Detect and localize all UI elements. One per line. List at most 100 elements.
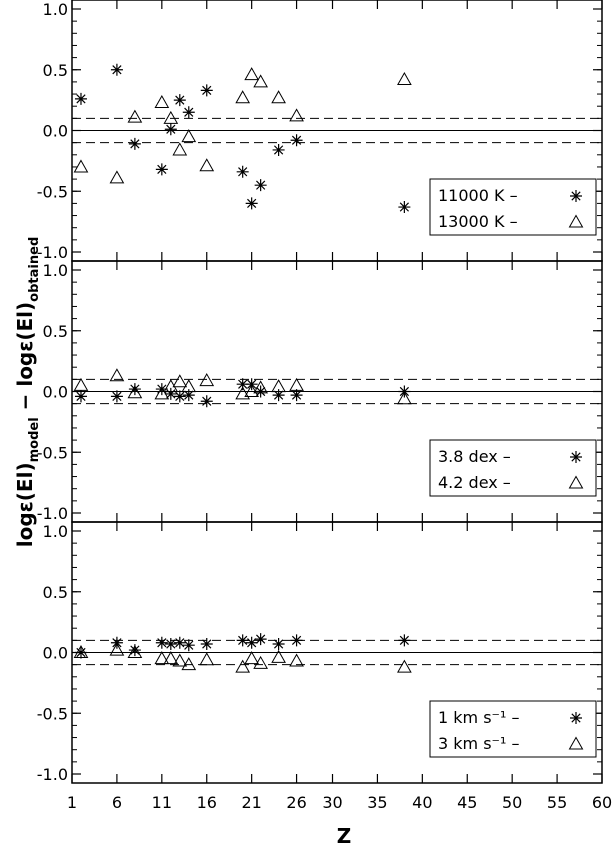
triangle-point [253,380,269,394]
legend-triangle-symbol [568,475,584,489]
x-axis-title: Z [337,824,352,848]
legend-box [429,700,597,758]
x-tick-label: 50 [502,793,522,812]
asterisk-marker [173,94,186,107]
asterisk-point [236,378,249,391]
asterisk-point [155,383,168,396]
asterisk-marker [570,190,582,202]
triangle-point [289,108,304,122]
x-tick-label: 1 [67,793,77,812]
legend-asterisk-symbol [570,712,582,724]
triangle-point [244,651,260,665]
asterisk-marker [173,636,186,649]
asterisk-point [254,179,267,192]
legend-label: 1 km s⁻¹ – [438,708,519,727]
triangle-point [127,644,143,658]
triangle-point [172,374,188,388]
triangle-point [172,142,188,156]
asterisk-marker [110,63,123,76]
asterisk-marker [290,134,303,147]
triangle-point [73,644,89,658]
asterisk-point [245,197,258,210]
x-tick-label: 35 [367,793,387,812]
y-tick-label: -1.0 [37,243,68,262]
y-tick-label: -1.0 [37,765,68,784]
asterisk-marker [155,163,168,176]
asterisk-point [254,385,267,398]
triangle-point [172,653,188,667]
asterisk-point [272,389,285,402]
triangle-point [397,71,412,85]
asterisk-point [173,636,186,649]
asterisk-marker [570,451,582,463]
asterisk-marker [245,197,258,210]
asterisk-point [155,636,168,649]
y-tick-label: -1.0 [37,504,68,523]
y-tick-label: 0.5 [43,583,68,602]
asterisk-marker [74,390,87,403]
triangle-point [271,649,286,663]
asterisk-point [110,63,123,76]
asterisk-point [74,390,87,403]
asterisk-point [398,634,411,647]
asterisk-marker [245,636,258,649]
triangle-point [163,651,179,665]
legend-label: 3.8 dex – [438,447,511,466]
y-tick-label: -0.5 [37,704,68,723]
legend-asterisk-symbol [570,190,582,202]
asterisk-point [272,637,285,650]
asterisk-point [182,389,195,402]
y-tick-label: 0.0 [43,383,68,402]
asterisk-point [254,633,267,646]
x-tick-label: 6 [112,793,122,812]
triangle-point [154,651,170,665]
triangle-point [109,170,125,184]
asterisk-marker [570,712,582,724]
asterisk-marker [236,378,249,391]
triangle-point [244,67,260,81]
asterisk-marker [128,644,141,657]
triangle-point [109,642,125,656]
triangle-point [127,109,143,123]
triangle-point [154,386,170,400]
y-axis-title-sub1: model [27,417,42,462]
y-tick-label: -0.5 [37,443,68,462]
asterisk-marker [236,634,249,647]
y-axis-title-part2: − logε(El) [13,302,37,418]
asterisk-point [290,389,303,402]
asterisk-point [128,137,141,150]
asterisk-point [290,134,303,147]
asterisk-marker [290,389,303,402]
legend-label: 11000 K – [438,186,518,205]
y-axis-title-sub2: obtained [27,237,42,302]
y-tick-label: 1.0 [43,0,68,19]
y-tick-label: 0.5 [43,322,68,341]
triangle-point [73,159,89,173]
asterisk-point [173,94,186,107]
x-tick-label: 30 [322,793,342,812]
asterisk-point [272,143,285,156]
y-tick-label: 0.0 [43,644,68,663]
triangle-point [181,379,197,393]
asterisk-point [236,165,249,178]
asterisk-marker [200,395,213,408]
legend-asterisk-symbol [570,451,582,463]
triangle-point [199,652,215,666]
panel-1: 1.0 0.5 0.0 -0.5 -1.0 11000 K – 13000 K – [37,0,603,262]
asterisk-marker [182,389,195,402]
x-axis: 1 6 11 16 21 26 30 35 40 45 50 55 60 [67,793,612,812]
x-tick-label: 40 [412,793,432,812]
x-tick-label: 26 [286,793,306,812]
legend-label: 3 km s⁻¹ – [438,734,519,753]
asterisk-point [236,634,249,647]
triangle-point [181,657,197,671]
asterisk-point [200,637,213,650]
asterisk-point [182,639,195,652]
asterisk-point [74,92,87,105]
asterisk-marker [272,637,285,650]
triangle-point [235,386,251,400]
triangle-point [163,110,179,124]
asterisk-point [245,636,258,649]
asterisk-marker [182,639,195,652]
triangle-point [253,74,269,88]
